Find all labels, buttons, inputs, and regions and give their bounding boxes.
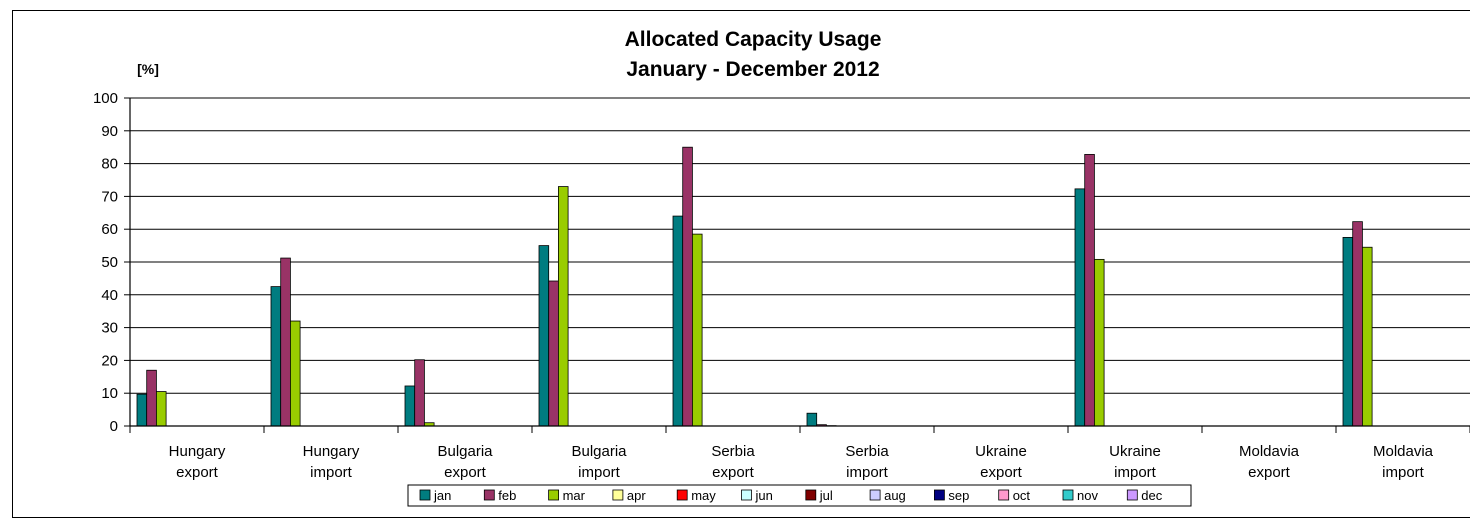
legend-label-feb: feb <box>498 488 516 503</box>
legend-swatch-aug <box>869 489 881 501</box>
legend-swatch-may <box>676 489 688 501</box>
bar-jan-moldavia-import <box>1342 236 1354 427</box>
bar-mar-hungary-export <box>155 391 167 427</box>
legend-label-mar: mar <box>563 488 586 503</box>
bar-jan-hungary-export <box>136 393 148 427</box>
legend-swatch-jan <box>419 489 431 501</box>
axes <box>129 98 1470 433</box>
y-tick-label: 0 <box>110 418 118 435</box>
bar-feb-moldavia-import <box>1352 221 1363 427</box>
x-category-label: export <box>980 464 1023 481</box>
bar-jan-bulgaria-import <box>538 245 550 427</box>
bar-mar-hungary-import <box>289 320 301 427</box>
legend-label-apr: apr <box>627 488 646 503</box>
x-category-label: Ukraine <box>975 443 1027 460</box>
x-category-label: Moldavia <box>1373 443 1434 460</box>
y-tick-label: 90 <box>101 123 118 140</box>
legend-label-jun: jun <box>755 488 773 503</box>
legend-swatch-feb <box>483 489 495 501</box>
y-axis-label: [%] <box>137 61 159 77</box>
bar-jan-bulgaria-export <box>404 385 416 427</box>
bar-feb-serbia-export <box>682 146 693 427</box>
y-tick-label: 30 <box>101 320 118 337</box>
legend-label-oct: oct <box>1013 488 1031 503</box>
y-tick-label: 60 <box>101 221 118 238</box>
x-category-label: export <box>176 464 219 481</box>
legend-swatch-oct <box>998 489 1010 501</box>
x-category-label: Moldavia <box>1239 443 1300 460</box>
gridlines <box>130 97 1470 394</box>
x-category-label: export <box>444 464 487 481</box>
x-category-label: import <box>1382 464 1425 481</box>
legend-swatch-nov <box>1062 489 1074 501</box>
x-category-label: import <box>1114 464 1157 481</box>
legend-box <box>407 484 1192 507</box>
chart-title-line2: January - December 2012 <box>626 58 879 81</box>
x-category-label: import <box>310 464 353 481</box>
legend-label-may: may <box>691 488 716 503</box>
x-category-label: Hungary <box>169 443 226 460</box>
x-axis-categories: Hungary export Hungary import Bulgaria export… <box>169 443 1434 481</box>
x-category-label: import <box>578 464 621 481</box>
bar-mar-bulgaria-import <box>558 186 569 427</box>
y-tick-label: 40 <box>101 287 118 304</box>
bar-mar-moldavia-import <box>1362 246 1373 427</box>
x-category-label: Serbia <box>845 443 889 460</box>
x-category-label: export <box>1248 464 1291 481</box>
y-tick-label: 10 <box>101 385 118 402</box>
legend: jan feb mar apr may jun jul aug sep oct nov dec <box>407 484 1192 507</box>
y-tick-label: 80 <box>101 156 118 173</box>
bar-jan-ukraine-import <box>1074 188 1086 427</box>
x-category-label: Ukraine <box>1109 443 1161 460</box>
x-category-label: Serbia <box>711 443 755 460</box>
y-tick-label: 70 <box>101 188 118 205</box>
x-category-label: export <box>712 464 755 481</box>
bar-feb-hungary-export <box>146 369 157 427</box>
bar-mar-ukraine-import <box>1094 258 1105 427</box>
bar-feb-hungary-import <box>280 257 291 427</box>
legend-label-nov: nov <box>1077 488 1098 503</box>
legend-label-jul: jul <box>819 488 833 503</box>
legend-swatch-dec <box>1126 489 1138 501</box>
chart-title-line1: Allocated Capacity Usage <box>625 28 882 51</box>
x-category-label: Bulgaria <box>437 443 493 460</box>
y-axis-ticks: 0 10 20 30 40 50 60 70 80 90 100 <box>93 90 130 435</box>
legend-swatch-jul <box>805 489 817 501</box>
legend-swatch-apr <box>612 489 624 501</box>
chart-frame <box>12 10 1470 518</box>
bar-jan-serbia-export <box>672 215 684 427</box>
y-tick-label: 20 <box>101 352 118 369</box>
x-category-label: Hungary <box>303 443 360 460</box>
bar-feb-bulgaria-import <box>548 280 559 427</box>
legend-swatch-sep <box>934 489 945 501</box>
bar-jan-serbia-import <box>806 412 818 427</box>
bar-feb-ukraine-import <box>1084 154 1095 427</box>
legend-label-jan: jan <box>433 488 451 503</box>
legend-label-aug: aug <box>884 488 906 503</box>
legend-swatch-jun <box>741 489 752 501</box>
bar-mar-serbia-export <box>692 233 703 427</box>
y-tick-label: 100 <box>93 90 118 107</box>
legend-label-dec: dec <box>1141 488 1162 503</box>
x-category-label: import <box>846 464 889 481</box>
bar-feb-bulgaria-export <box>414 359 425 427</box>
legend-swatch-mar <box>548 489 559 501</box>
x-category-label: Bulgaria <box>571 443 627 460</box>
y-tick-label: 50 <box>101 254 118 271</box>
legend-label-sep: sep <box>948 488 969 503</box>
bars <box>136 146 1373 427</box>
bar-jan-hungary-import <box>270 286 282 427</box>
